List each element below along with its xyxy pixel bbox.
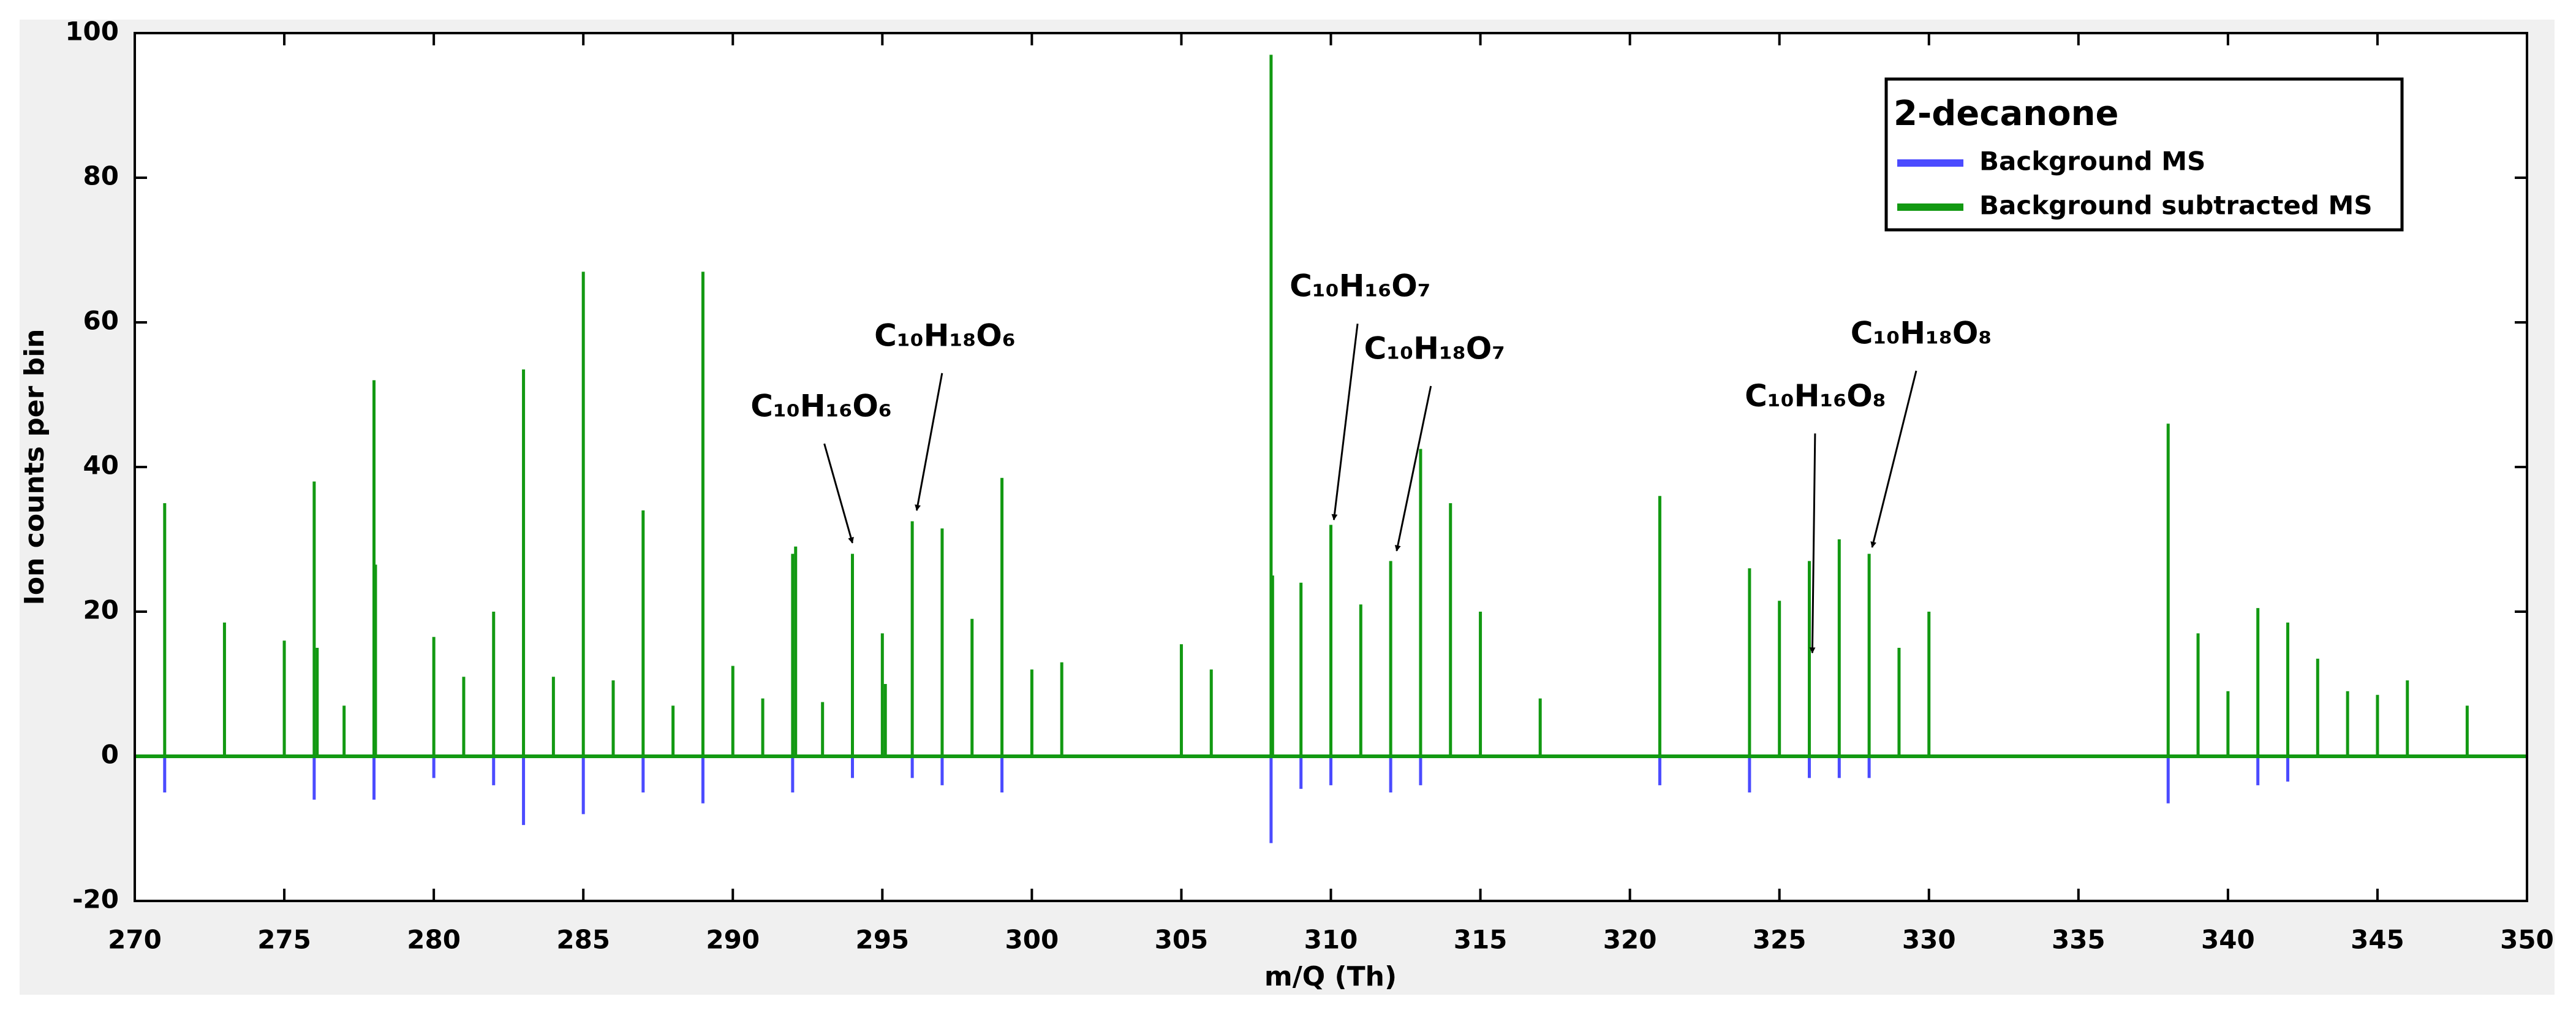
x-tick-label: 330 bbox=[1902, 925, 1956, 955]
legend: 2-decanone Background MS Background subtra… bbox=[1884, 77, 2404, 232]
x-tick-label: 290 bbox=[706, 925, 760, 955]
x-axis-label: m/Q (Th) bbox=[1264, 961, 1397, 992]
annotation-arrow bbox=[1870, 370, 1917, 548]
legend-title: 2-decanone bbox=[1894, 94, 2118, 134]
annotation-label: C₁₀H₁₈O₈ bbox=[1851, 315, 1992, 351]
annotation-arrow bbox=[1331, 323, 1359, 521]
x-tick-label: 315 bbox=[1454, 925, 1508, 955]
legend-label: Background MS bbox=[1979, 146, 2205, 177]
plot-frame bbox=[134, 32, 2528, 902]
annotation-label: C₁₀H₁₆O₆ bbox=[750, 388, 892, 424]
x-tick-label: 320 bbox=[1603, 925, 1657, 955]
annotation-label: C₁₀H₁₆O₇ bbox=[1290, 268, 1431, 304]
legend-box bbox=[1884, 77, 2404, 232]
annotation-label: C₁₀H₁₈O₆ bbox=[874, 317, 1016, 353]
y-axis-label: Ion counts per bin bbox=[19, 329, 50, 606]
y-tick-label: 100 bbox=[65, 17, 119, 47]
y-tick-label: 80 bbox=[83, 161, 119, 191]
x-tick-label: 280 bbox=[407, 925, 461, 955]
annotation-label: C₁₀H₁₈O₇ bbox=[1364, 330, 1506, 366]
annotation-label: C₁₀H₁₆O₈ bbox=[1745, 378, 1886, 414]
legend-label: Background subtracted MS bbox=[1979, 191, 2373, 221]
x-tick-label: 335 bbox=[2052, 925, 2106, 955]
x-tick-label: 345 bbox=[2351, 925, 2404, 955]
x-tick-label: 325 bbox=[1753, 925, 1807, 955]
annotation-arrow bbox=[915, 373, 943, 511]
y-tick-label: -20 bbox=[72, 884, 119, 914]
x-tick-label: 350 bbox=[2500, 925, 2554, 955]
annotation-arrow bbox=[1394, 386, 1432, 552]
y-tick-label: 0 bbox=[101, 740, 119, 770]
x-tick-label: 300 bbox=[1005, 925, 1059, 955]
annotation-arrow bbox=[823, 443, 854, 544]
y-tick-label: 20 bbox=[83, 595, 119, 625]
x-tick-label: 305 bbox=[1155, 925, 1209, 955]
x-tick-label: 285 bbox=[556, 925, 610, 955]
y-tick-label: 60 bbox=[83, 306, 119, 336]
y-tick-label: 40 bbox=[83, 450, 119, 481]
x-tick-label: 295 bbox=[855, 925, 909, 955]
x-tick-label: 270 bbox=[108, 925, 162, 955]
x-tick-label: 340 bbox=[2201, 925, 2255, 955]
x-tick-label: 310 bbox=[1304, 925, 1358, 955]
annotation-arrow bbox=[1809, 433, 1816, 654]
x-tick-label: 275 bbox=[257, 925, 311, 955]
